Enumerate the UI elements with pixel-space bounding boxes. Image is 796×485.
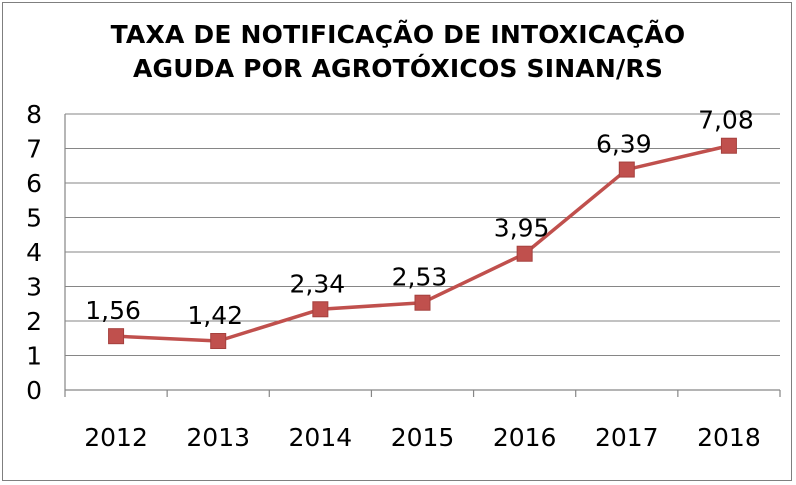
data-label: 1,42 xyxy=(187,301,243,330)
chart-title: TAXA DE NOTIFICAÇÃO DE INTOXICAÇÃO AGUDA… xyxy=(0,18,796,86)
x-tick-label: 2016 xyxy=(493,423,557,452)
x-tick-label: 2012 xyxy=(84,423,148,452)
data-label: 3,95 xyxy=(494,214,550,243)
y-tick-label: 7 xyxy=(26,135,42,164)
y-tick-label: 0 xyxy=(26,376,42,405)
y-tick-label: 4 xyxy=(26,238,42,267)
chart-title-line-1: TAXA DE NOTIFICAÇÃO DE INTOXICAÇÃO xyxy=(110,20,686,49)
x-tick-label: 2015 xyxy=(391,423,455,452)
data-point-marker xyxy=(720,137,737,154)
data-point-marker xyxy=(312,301,329,318)
y-tick-label: 6 xyxy=(26,169,42,198)
chart-title-line-2: AGUDA POR AGROTÓXICOS SINAN/RS xyxy=(132,54,664,83)
y-tick-label: 1 xyxy=(26,342,42,371)
y-tick-label: 5 xyxy=(26,204,42,233)
data-label: 1,56 xyxy=(85,296,141,325)
data-label: 2,34 xyxy=(290,269,346,298)
data-point-marker xyxy=(618,161,635,178)
x-tick-label: 2014 xyxy=(289,423,353,452)
y-tick-label: 8 xyxy=(26,100,42,129)
y-tick-label: 3 xyxy=(26,273,42,302)
y-tick-label: 2 xyxy=(26,307,42,336)
data-label: 2,53 xyxy=(392,263,448,292)
data-point-marker xyxy=(210,333,227,350)
x-tick-label: 2018 xyxy=(697,423,761,452)
x-tick-label: 2017 xyxy=(595,423,659,452)
data-point-marker xyxy=(516,245,533,262)
x-tick-label: 2013 xyxy=(186,423,250,452)
data-point-marker xyxy=(108,328,125,345)
data-label: 7,08 xyxy=(698,106,754,135)
data-label: 6,39 xyxy=(596,130,652,159)
data-point-marker xyxy=(414,294,431,311)
